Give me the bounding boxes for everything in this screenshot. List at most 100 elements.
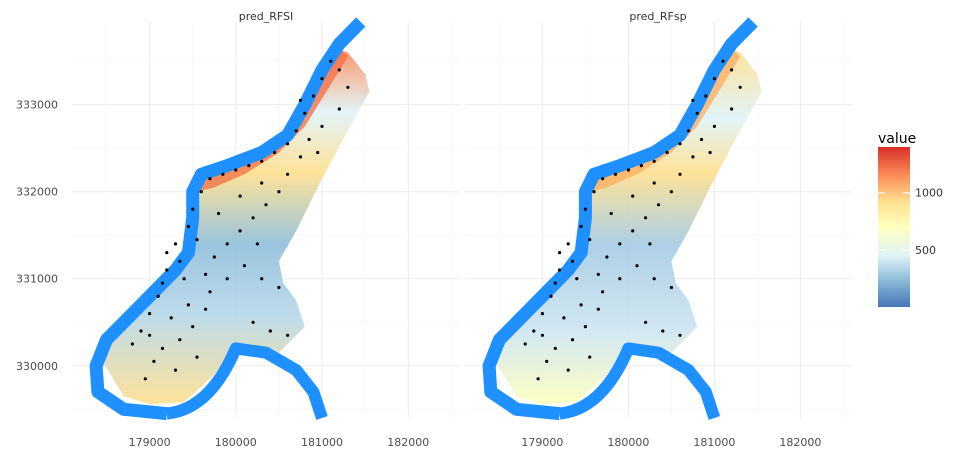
sample-point: [260, 159, 264, 163]
sample-point: [294, 129, 298, 133]
sample-point: [186, 224, 190, 229]
sample-point: [540, 312, 545, 316]
sample-point: [178, 259, 182, 263]
sample-point: [678, 172, 682, 176]
sample-point: [298, 98, 303, 102]
sample-point: [635, 264, 639, 268]
sample-point: [583, 325, 588, 329]
sample-point: [286, 172, 290, 176]
legend-tick-label: 1000: [915, 187, 943, 200]
river-channel-lower: [558, 342, 721, 420]
sample-point: [217, 211, 221, 216]
sample-point: [644, 216, 648, 220]
sample-point: [242, 264, 246, 268]
sample-point: [669, 285, 674, 290]
sample-point: [268, 329, 272, 333]
facet-panel-1: pred_RFSI: [72, 10, 460, 421]
sample-point: [234, 168, 238, 172]
legend-colorbar: [878, 147, 910, 307]
sample-point: [575, 277, 579, 281]
sample-point: [160, 281, 165, 285]
sample-point: [691, 98, 695, 102]
sample-point: [588, 238, 592, 242]
sample-point: [130, 342, 134, 346]
sample-point: [558, 268, 562, 272]
sample-point: [691, 155, 695, 159]
sample-point: [152, 359, 156, 363]
sample-point: [260, 277, 264, 281]
sample-point: [156, 294, 160, 298]
sample-point: [721, 59, 725, 63]
x-tick-label: 182000: [387, 436, 429, 449]
facet-panel-2: pred_RFsp: [465, 10, 852, 421]
sample-point: [601, 177, 605, 181]
sample-point: [320, 77, 324, 81]
sample-point: [631, 194, 635, 198]
sample-point: [644, 320, 648, 324]
sample-point: [320, 124, 324, 128]
sample-point: [583, 207, 588, 211]
sample-point: [329, 59, 333, 63]
sample-point: [286, 142, 290, 146]
sample-point: [143, 377, 147, 381]
sample-point: [273, 150, 277, 155]
sample-point: [618, 277, 622, 281]
x-tick-label: 179000: [521, 436, 563, 449]
sample-point: [579, 224, 583, 229]
sample-point: [566, 242, 570, 246]
sample-point: [195, 238, 199, 242]
sample-point: [195, 355, 199, 359]
sample-point: [549, 294, 553, 298]
sample-point: [652, 181, 656, 185]
sample-point: [540, 333, 545, 337]
sample-point: [536, 377, 540, 381]
sample-point: [251, 216, 255, 220]
sample-point: [303, 111, 307, 115]
legend-tick-label: 500: [915, 244, 936, 257]
sample-point: [199, 190, 203, 194]
sample-point: [260, 181, 264, 185]
sample-point: [730, 68, 734, 72]
sample-point: [738, 85, 742, 89]
x-tick-label: 181000: [693, 436, 735, 449]
river-channel: [89, 17, 366, 421]
sample-point: [238, 194, 242, 198]
sample-point: [678, 333, 682, 337]
sample-point: [173, 242, 178, 246]
sample-point: [208, 290, 212, 294]
sample-point: [588, 355, 592, 359]
sample-point: [251, 320, 255, 324]
sample-point: [652, 159, 656, 163]
sample-point: [648, 242, 652, 246]
sample-point: [566, 368, 570, 372]
sample-point: [601, 290, 605, 294]
sample-point: [665, 150, 669, 155]
x-tick-label: 182000: [779, 436, 821, 449]
sample-point: [212, 255, 216, 259]
sample-point: [165, 251, 169, 255]
sample-point: [204, 272, 208, 276]
sample-point: [238, 229, 242, 233]
sample-point: [712, 124, 717, 128]
river-channel: [482, 17, 758, 421]
sample-point: [148, 333, 152, 337]
prediction-surface: [495, 48, 762, 405]
sample-point: [160, 346, 165, 350]
sample-point: [337, 107, 341, 111]
sample-point: [316, 150, 320, 155]
sample-point: [165, 268, 169, 272]
sample-point: [139, 329, 143, 333]
y-axis-ticks: 330000 331000 332000 333000: [16, 99, 58, 373]
sample-point: [277, 285, 281, 290]
river-channel-lower: [165, 342, 328, 420]
sample-point: [337, 68, 341, 72]
sample-point: [730, 107, 734, 111]
sample-point: [225, 277, 229, 281]
sample-point: [311, 94, 315, 98]
sample-point: [596, 272, 600, 276]
sample-points: [523, 59, 742, 381]
sample-point: [277, 190, 281, 194]
sample-point: [191, 207, 195, 211]
legend-ticks: 1000 500: [878, 187, 943, 257]
